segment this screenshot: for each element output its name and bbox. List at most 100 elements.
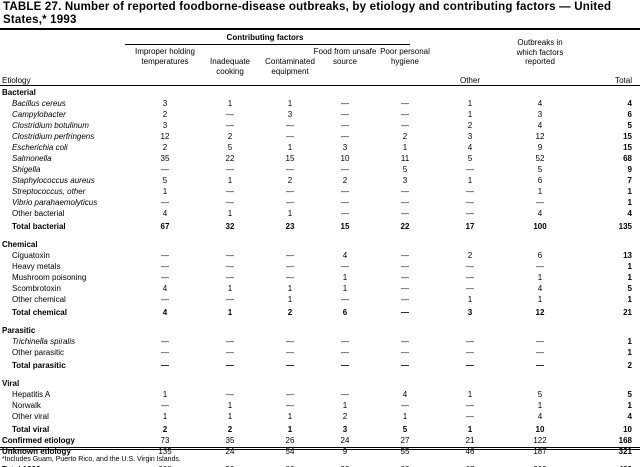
- cell-4: —: [401, 251, 409, 260]
- total-row: Total parasitic — — — — — — — 2: [0, 360, 640, 371]
- cell-2: —: [286, 198, 294, 207]
- cell-5: —: [466, 412, 474, 421]
- cell-4: —: [401, 273, 409, 282]
- cell-2: —: [286, 273, 294, 282]
- cell-5: 1: [467, 110, 473, 119]
- cell-7: 1: [627, 198, 632, 207]
- header-rule: [0, 85, 640, 86]
- header-col-5: Other: [459, 76, 480, 85]
- cell-1: 22: [225, 154, 235, 163]
- table-row: Scombrotoxin 4 1 1 1 — — 4 5: [0, 283, 640, 294]
- cell-0: 67: [160, 222, 170, 231]
- cell-1: 2: [227, 132, 233, 141]
- cell-7: 10: [623, 425, 632, 434]
- table-title: TABLE 27. Number of reported foodborne-d…: [3, 1, 612, 26]
- cell-6: —: [536, 337, 544, 346]
- cell-7: 5: [627, 390, 632, 399]
- cell-1: —: [226, 121, 234, 130]
- cell-7: 7: [627, 176, 632, 185]
- total-row: Unknown etiology 135 24 54 9 55 46 187 321: [0, 446, 640, 457]
- cell-2: —: [286, 121, 294, 130]
- cell-2: 23: [285, 222, 295, 231]
- header-col-1: Inadequate cooking: [209, 57, 251, 76]
- cell-0: 2: [162, 143, 168, 152]
- cell-3: —: [341, 99, 349, 108]
- cell-6: 100: [533, 222, 547, 231]
- cell-4: —: [401, 262, 409, 271]
- cell-3: 24: [340, 436, 350, 445]
- table-row: Vibrio parahaemolyticus — — — — — — — 1: [0, 197, 640, 208]
- cell-5: —: [466, 187, 474, 196]
- cell-6: 187: [533, 447, 547, 456]
- cell-2: —: [286, 165, 294, 174]
- cell-1: 1: [227, 209, 233, 218]
- row-label: Total 1993: [2, 464, 41, 467]
- cell-1: —: [226, 273, 234, 282]
- row-label: Other parasitic: [12, 348, 65, 357]
- cell-1: —: [226, 337, 234, 346]
- cell-1: —: [226, 251, 234, 260]
- row-label: Vibrio parahaemolyticus: [12, 198, 98, 207]
- cell-2: —: [286, 361, 294, 370]
- table-row: Ciguatoxin — — — 4 — 2 6 13: [0, 250, 640, 261]
- cell-5: —: [466, 262, 474, 271]
- cell-4: —: [401, 348, 409, 357]
- cell-1: —: [226, 187, 234, 196]
- table-row: Norwalk — 1 — 1 — — 1 1: [0, 400, 640, 411]
- cell-0: 4: [162, 308, 168, 317]
- cell-0: 2: [162, 110, 168, 119]
- cell-3: 4: [342, 251, 348, 260]
- cell-1: —: [226, 295, 234, 304]
- row-label: Norwalk: [12, 401, 41, 410]
- cell-4: 3: [402, 176, 408, 185]
- cell-2: —: [286, 348, 294, 357]
- cell-7: 68: [623, 154, 632, 163]
- row-label: Escherichia coli: [12, 143, 68, 152]
- cell-2: —: [286, 132, 294, 141]
- cell-7: 6: [627, 110, 632, 119]
- cell-3: —: [341, 262, 349, 271]
- table-row: Bacillus cereus 3 1 1 — — 1 4 4: [0, 98, 640, 109]
- table-row: Trichinella spiralis — — — — — — — 1: [0, 336, 640, 347]
- cell-0: —: [161, 401, 169, 410]
- cell-6: —: [536, 348, 544, 357]
- cell-5: 1: [467, 295, 473, 304]
- row-label: Scombrotoxin: [12, 284, 61, 293]
- cell-7: 1: [627, 262, 632, 271]
- cell-1: —: [226, 361, 234, 370]
- footnote: *Includes Guam, Puerto Rico, and the U.S…: [2, 456, 181, 463]
- table-row: Hepatitis A 1 — — — 4 1 5 5: [0, 389, 640, 400]
- table-row: Other chemical — — 1 — — 1 1 1: [0, 294, 640, 305]
- row-label: Total viral: [12, 425, 50, 434]
- cell-6: —: [536, 198, 544, 207]
- cell-6: 3: [537, 110, 543, 119]
- header-col-0: Improper holding temperatures: [134, 47, 196, 66]
- row-label: Shigella: [12, 165, 41, 174]
- cell-4: —: [401, 187, 409, 196]
- cell-2: 2: [287, 176, 293, 185]
- cell-2: 15: [285, 154, 295, 163]
- cell-5: —: [466, 361, 474, 370]
- table-row: Campylobacter 2 — 3 — — 1 3 6: [0, 109, 640, 120]
- cell-7: 15: [623, 143, 632, 152]
- cell-3: 1: [342, 273, 348, 282]
- cell-2: —: [286, 337, 294, 346]
- table-row: Streptococcus, other 1 — — — — — 1 1: [0, 186, 640, 197]
- cell-0: 208: [145, 464, 185, 467]
- cell-3: —: [341, 337, 349, 346]
- cell-6: —: [536, 262, 544, 271]
- cell-0: 5: [162, 176, 168, 185]
- cell-1: 1: [227, 284, 233, 293]
- cell-2: —: [286, 187, 294, 196]
- cell-0: 4: [162, 209, 168, 218]
- cell-6: 4: [537, 121, 543, 130]
- cell-7: 1: [627, 337, 632, 346]
- cell-2: —: [286, 401, 294, 410]
- table-row: Other viral 1 1 1 2 1 — 4 4: [0, 411, 640, 422]
- cell-0: —: [161, 295, 169, 304]
- cell-1: 1: [227, 176, 233, 185]
- header-col-6: Outbreaks in which factors reported: [516, 38, 564, 66]
- row-label: Bacillus cereus: [12, 99, 66, 108]
- contributing-factors-rule: [125, 44, 410, 45]
